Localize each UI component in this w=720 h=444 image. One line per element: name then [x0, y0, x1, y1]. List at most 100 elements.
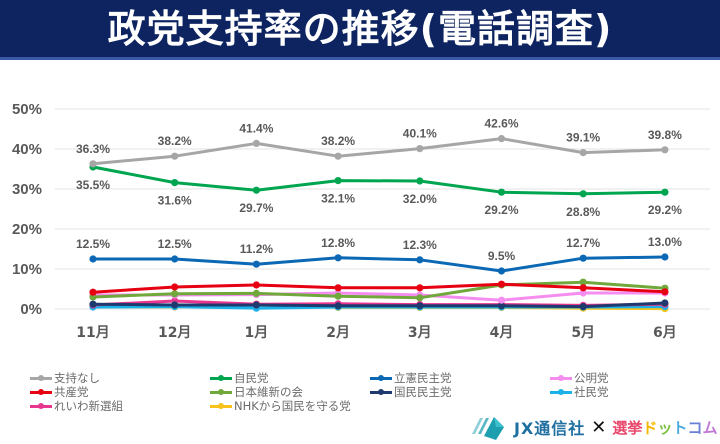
data-point: [89, 288, 97, 296]
series-立憲民主党: [89, 253, 669, 275]
data-labels: 36.3% 38.2% 41.4% 38.2% 40.1% 42.6% 39.1% 39.8%…: [76, 117, 682, 263]
data-point: [416, 284, 424, 292]
x-tick-label: 4月: [490, 325, 514, 341]
line-chart: 0% 10% 20% 30% 40% 50% 11月 12月 1月 2月 3月 4月 5月 6月 36.…: [12, 101, 710, 341]
data-point: [579, 289, 587, 297]
data-label: 32.1%: [321, 192, 355, 206]
data-point: [334, 152, 342, 160]
data-point: [334, 254, 342, 262]
legend-marker-icon: [210, 387, 232, 397]
legend-marker-icon: [30, 401, 52, 411]
legend-marker-icon: [370, 373, 392, 383]
data-point: [171, 290, 179, 298]
data-point: [497, 188, 506, 196]
legend-label: 自民党: [234, 371, 269, 385]
y-tick-label: 40%: [12, 141, 42, 158]
y-tick-label: 0%: [20, 301, 42, 318]
data-point: [171, 152, 179, 160]
data-point: [661, 146, 669, 154]
legend-item: 支持なし: [30, 370, 100, 386]
data-point: [579, 254, 587, 262]
cross-icon: ✕: [591, 416, 607, 438]
series-line: [92, 165, 665, 196]
senkyo-logo-char: 選: [612, 418, 628, 437]
series-国民民主党: [89, 299, 669, 311]
data-point: [579, 278, 587, 286]
data-point: [661, 288, 669, 296]
legend-item: 共産党: [30, 384, 89, 400]
legend-marker-icon: [30, 387, 52, 397]
series-line: [92, 282, 665, 294]
legend-label: 立憲民主党: [394, 371, 452, 385]
legend-item: れいわ新選組: [30, 398, 123, 414]
senkyo-logo-char: ッ: [657, 418, 673, 437]
senkyo-logo-char: 挙: [627, 418, 643, 437]
data-label: 36.3%: [76, 142, 110, 156]
data-point: [171, 255, 179, 263]
data-label: 12.5%: [76, 237, 110, 251]
data-label: 41.4%: [239, 121, 273, 135]
data-point: [497, 302, 506, 310]
senkyo-logo-char: ト: [672, 418, 688, 437]
data-point: [497, 267, 506, 275]
data-point: [252, 260, 260, 268]
data-label: 38.2%: [158, 134, 192, 148]
data-point: [497, 296, 506, 304]
y-tick-label: 10%: [12, 261, 42, 278]
data-label: 13.0%: [648, 235, 682, 249]
y-axis-ticks: 0% 10% 20% 30% 40% 50%: [12, 101, 42, 318]
data-point: [252, 186, 260, 194]
series-line: [92, 137, 665, 166]
series-支持なし: [89, 135, 669, 168]
data-point: [497, 135, 506, 143]
senkyo-logo-char: コ: [687, 418, 703, 437]
data-label: 29.7%: [239, 201, 273, 215]
x-tick-label: 2月: [326, 325, 350, 341]
data-label: 11.2%: [240, 242, 274, 256]
data-label: 12.5%: [158, 237, 192, 251]
data-label: 28.8%: [566, 205, 600, 219]
series-共産党: [89, 280, 669, 296]
data-point: [416, 256, 424, 264]
gridlines: [55, 108, 710, 310]
legend-label: 支持なし: [54, 371, 100, 385]
jx-logo-icon: [472, 417, 504, 440]
data-point: [89, 160, 97, 168]
data-label: 35.5%: [76, 178, 110, 192]
data-point: [497, 280, 506, 288]
legend-item: 社民党: [550, 384, 609, 400]
y-tick-label: 20%: [12, 221, 42, 238]
data-label: 38.2%: [321, 134, 355, 148]
data-label: 29.2%: [648, 203, 682, 217]
data-label: 39.8%: [648, 128, 682, 142]
data-label: 40.1%: [403, 127, 437, 141]
page-title: 政党支持率の推移(電話調査): [107, 7, 613, 51]
data-point: [579, 149, 587, 157]
data-point: [661, 299, 669, 307]
data-point: [579, 303, 587, 311]
legend-label: 日本維新の会: [234, 385, 303, 399]
data-point: [579, 190, 587, 198]
data-point: [416, 145, 424, 153]
data-point: [89, 300, 97, 308]
legend-marker-icon: [210, 401, 232, 411]
series-line: [93, 255, 665, 273]
data-label: 12.7%: [566, 236, 600, 250]
data-label: 12.3%: [403, 238, 437, 252]
legend-marker-icon: [30, 373, 52, 383]
title-banner: 政党支持率の推移(電話調査): [0, 0, 720, 60]
series-line: [92, 301, 665, 309]
data-point: [416, 302, 424, 310]
x-tick-label: 5月: [571, 325, 595, 341]
legend-item: NHKから国民を守る党: [210, 398, 351, 414]
data-label: 12.8%: [321, 236, 355, 250]
data-label: 32.0%: [403, 192, 437, 206]
legend-item: 国民民主党: [370, 384, 452, 400]
jx-logo-text: JX通信社: [514, 419, 586, 438]
legend-item: 公明党: [550, 370, 609, 386]
data-point: [579, 284, 587, 292]
legend-marker-icon: [550, 373, 572, 383]
x-tick-label: 6月: [653, 325, 677, 341]
data-point: [252, 139, 260, 147]
legend-label: 社民党: [574, 385, 609, 399]
